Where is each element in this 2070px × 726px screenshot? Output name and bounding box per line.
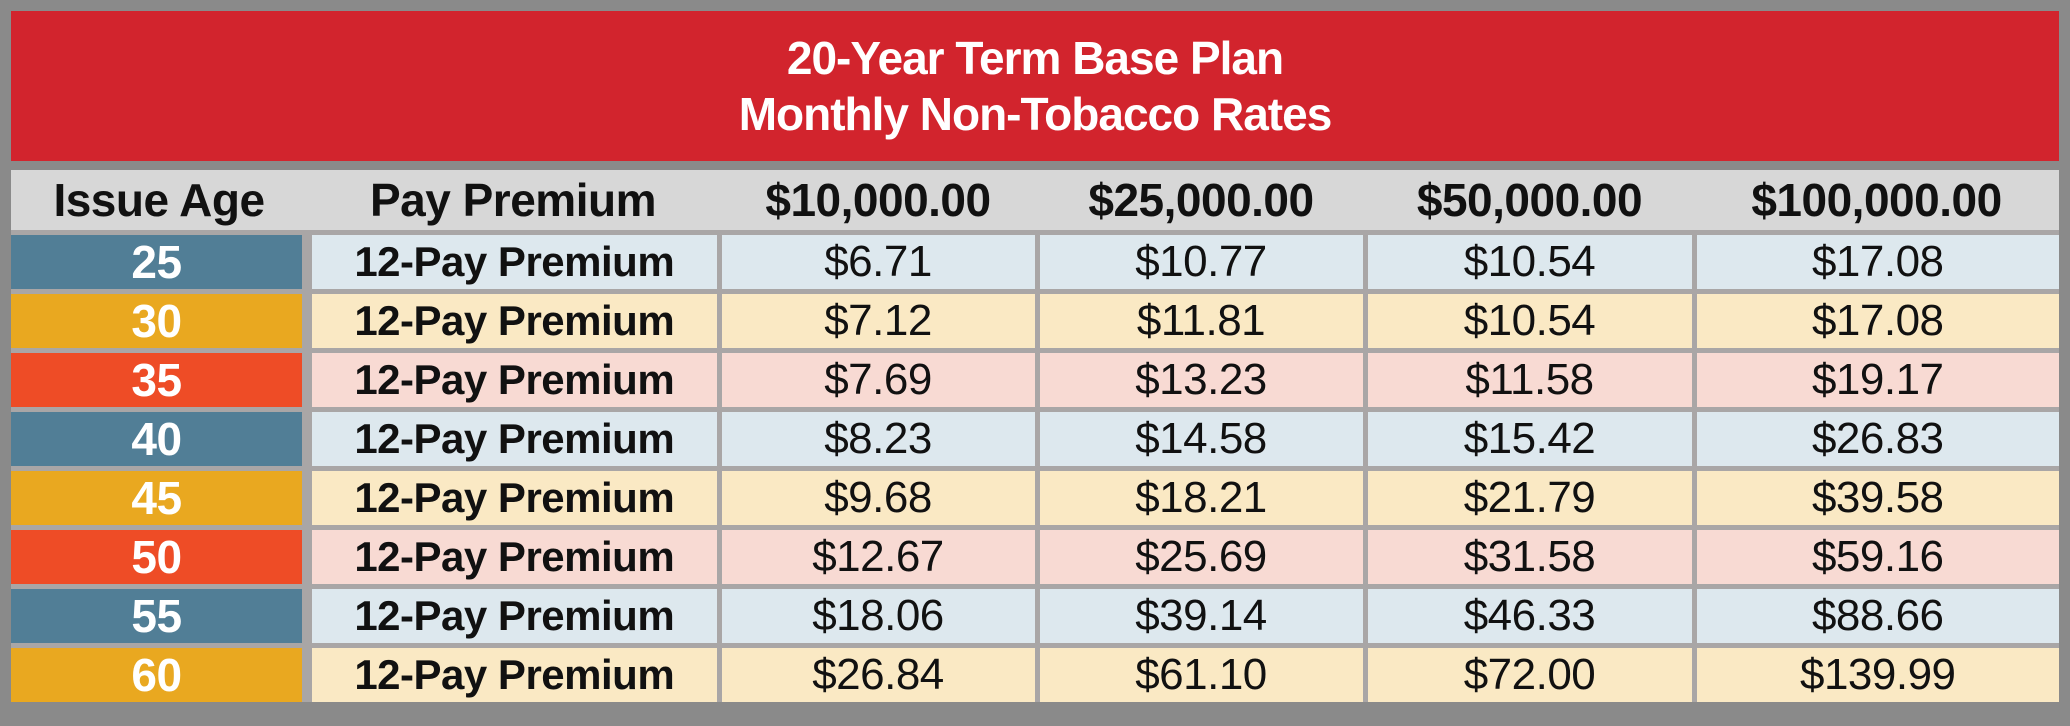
table-row-age-30: 30 12-Pay Premium $7.12 $11.81 $10.54 $1…: [11, 288, 2059, 353]
premium-type-cell: 12-Pay Premium: [304, 229, 722, 294]
title-line-2: Monthly Non-Tobacco Rates: [738, 88, 1333, 140]
header-face-50000: $50,000.00: [1365, 170, 1694, 235]
rate-cell: $8.23: [716, 406, 1040, 471]
premium-type-cell: 12-Pay Premium: [304, 642, 722, 702]
rate-cell: $10.77: [1034, 229, 1368, 294]
rate-cell: $26.84: [716, 642, 1040, 702]
rate-cell: $13.23: [1034, 347, 1368, 412]
premium-type-cell: 12-Pay Premium: [304, 406, 722, 471]
rate-cell: $59.16: [1691, 524, 2059, 589]
age-cell: 60: [11, 642, 312, 702]
rate-cell: $39.14: [1034, 583, 1368, 648]
rate-cell: $46.33: [1362, 583, 1697, 648]
rate-cell: $14.58: [1034, 406, 1368, 471]
rate-cell: $88.66: [1691, 583, 2059, 648]
table-row-age-50: 50 12-Pay Premium $12.67 $25.69 $31.58 $…: [11, 524, 2059, 589]
age-cell: 25: [11, 229, 312, 294]
rate-cell: $26.83: [1691, 406, 2059, 471]
age-cell: 45: [11, 465, 312, 530]
table-row-age-40: 40 12-Pay Premium $8.23 $14.58 $15.42 $2…: [11, 406, 2059, 471]
rate-cell: $139.99: [1691, 642, 2059, 702]
table-row-age-35: 35 12-Pay Premium $7.69 $13.23 $11.58 $1…: [11, 347, 2059, 412]
age-cell: 50: [11, 524, 312, 589]
rate-cell: $17.08: [1691, 288, 2059, 353]
age-cell: 35: [11, 347, 312, 412]
rate-cell: $12.67: [716, 524, 1040, 589]
rate-cell: $11.81: [1034, 288, 1368, 353]
header-face-25000: $25,000.00: [1037, 170, 1365, 235]
table-row-age-25: 25 12-Pay Premium $6.71 $10.77 $10.54 $1…: [11, 229, 2059, 294]
header-face-100000: $100,000.00: [1694, 170, 2059, 235]
premium-type-cell: 12-Pay Premium: [304, 288, 722, 353]
rate-cell: $15.42: [1362, 406, 1697, 471]
rates-table: Issue Age Pay Premium $10,000.00 $25,000…: [11, 170, 2059, 702]
rate-cell: $18.21: [1034, 465, 1368, 530]
title-banner: 20-Year Term Base Plan Monthly Non-Tobac…: [11, 11, 2059, 161]
title-line-1: 20-Year Term Base Plan: [786, 32, 1284, 84]
rate-cell: $7.12: [716, 288, 1040, 353]
rate-cell: $7.69: [716, 347, 1040, 412]
age-cell: 55: [11, 583, 312, 648]
table-row-age-55: 55 12-Pay Premium $18.06 $39.14 $46.33 $…: [11, 583, 2059, 648]
table-row-age-60: 60 12-Pay Premium $26.84 $61.10 $72.00 $…: [11, 642, 2059, 702]
rate-cell: $25.69: [1034, 524, 1368, 589]
rate-cell: $6.71: [716, 229, 1040, 294]
rate-cell: $19.17: [1691, 347, 2059, 412]
header-row: Issue Age Pay Premium $10,000.00 $25,000…: [11, 170, 2059, 235]
rate-cell: $10.54: [1362, 288, 1697, 353]
premium-type-cell: 12-Pay Premium: [304, 583, 722, 648]
table-row-age-45: 45 12-Pay Premium $9.68 $18.21 $21.79 $3…: [11, 465, 2059, 530]
rate-cell: $72.00: [1362, 642, 1697, 702]
rate-cell: $39.58: [1691, 465, 2059, 530]
rate-cell: $61.10: [1034, 642, 1368, 702]
rate-cell: $31.58: [1362, 524, 1697, 589]
header-face-10000: $10,000.00: [719, 170, 1037, 235]
header-issue-age: Issue Age: [11, 170, 307, 235]
header-pay-premium: Pay Premium: [307, 170, 719, 235]
rate-cell: $18.06: [716, 583, 1040, 648]
premium-type-cell: 12-Pay Premium: [304, 524, 722, 589]
rate-cell: $11.58: [1362, 347, 1697, 412]
premium-type-cell: 12-Pay Premium: [304, 465, 722, 530]
age-cell: 30: [11, 288, 312, 353]
rate-cell: $21.79: [1362, 465, 1697, 530]
age-cell: 40: [11, 406, 312, 471]
premium-type-cell: 12-Pay Premium: [304, 347, 722, 412]
rate-cell: $17.08: [1691, 229, 2059, 294]
rate-cell: $9.68: [716, 465, 1040, 530]
rate-cell: $10.54: [1362, 229, 1697, 294]
